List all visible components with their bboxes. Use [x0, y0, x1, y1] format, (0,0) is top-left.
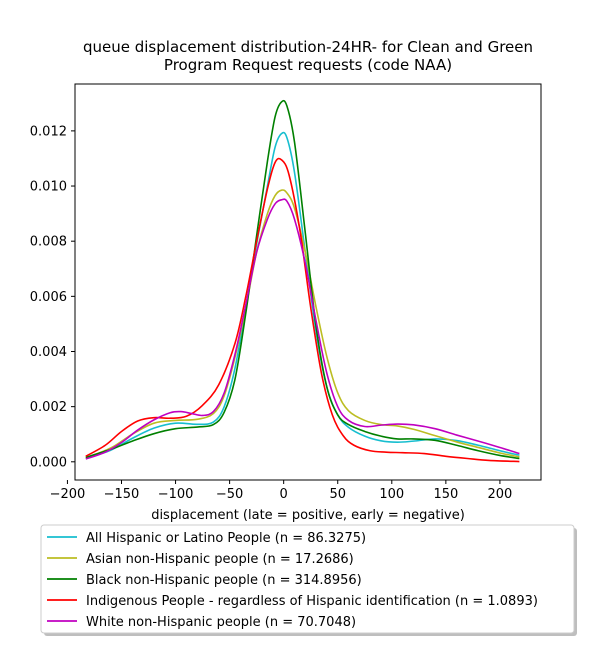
x-tick-label: −150	[104, 487, 140, 502]
y-tick-label: 0.004	[30, 345, 67, 360]
y-axis: 0.000 0.002 0.004 0.006 0.008 0.010 0.012	[30, 124, 75, 470]
x-axis-label: displacement (late = positive, early = n…	[151, 508, 465, 523]
plot-frame	[74, 83, 542, 481]
x-axis: −200 −150 −100 −50 0 50 100 150 200	[50, 480, 513, 502]
x-tick-label: 200	[488, 487, 513, 502]
legend-label: Black non-Hispanic people (n = 314.8956)	[86, 573, 362, 588]
y-tick-label: 0.008	[30, 235, 67, 250]
series-line-2	[85, 99, 520, 460]
x-tick-label: 0	[280, 487, 288, 502]
y-tick-label: 0.012	[30, 124, 67, 139]
x-tick-label: 100	[379, 487, 404, 502]
series-line-3	[85, 157, 520, 463]
x-tick-label: −50	[216, 487, 243, 502]
legend-label: All Hispanic or Latino People (n = 86.32…	[86, 531, 366, 546]
chart-title-line-2: Program Request requests (code NAA)	[164, 56, 452, 74]
y-tick-label: 0.010	[30, 180, 67, 195]
series-layer	[85, 99, 520, 463]
x-tick-label: 150	[433, 487, 458, 502]
legend-label: Indigenous People - regardless of Hispan…	[86, 594, 538, 609]
y-tick-label: 0.006	[30, 290, 67, 305]
legend-label: White non-Hispanic people (n = 70.7048)	[86, 615, 356, 630]
legend-label: Asian non-Hispanic people (n = 17.2686)	[86, 552, 354, 567]
y-tick-label: 0.000	[30, 455, 67, 470]
series-line-1	[85, 189, 520, 459]
series-line-4	[85, 198, 520, 460]
legend-box	[40, 524, 575, 634]
y-tick-label: 0.002	[30, 400, 67, 415]
x-tick-label: −100	[158, 487, 194, 502]
x-tick-label: −200	[50, 487, 86, 502]
chart-title-line-1: queue displacement distribution-24HR- fo…	[83, 38, 533, 56]
legend: All Hispanic or Latino People (n = 86.32…	[40, 524, 577, 636]
series-line-0	[85, 131, 520, 459]
x-tick-label: 50	[329, 487, 346, 502]
